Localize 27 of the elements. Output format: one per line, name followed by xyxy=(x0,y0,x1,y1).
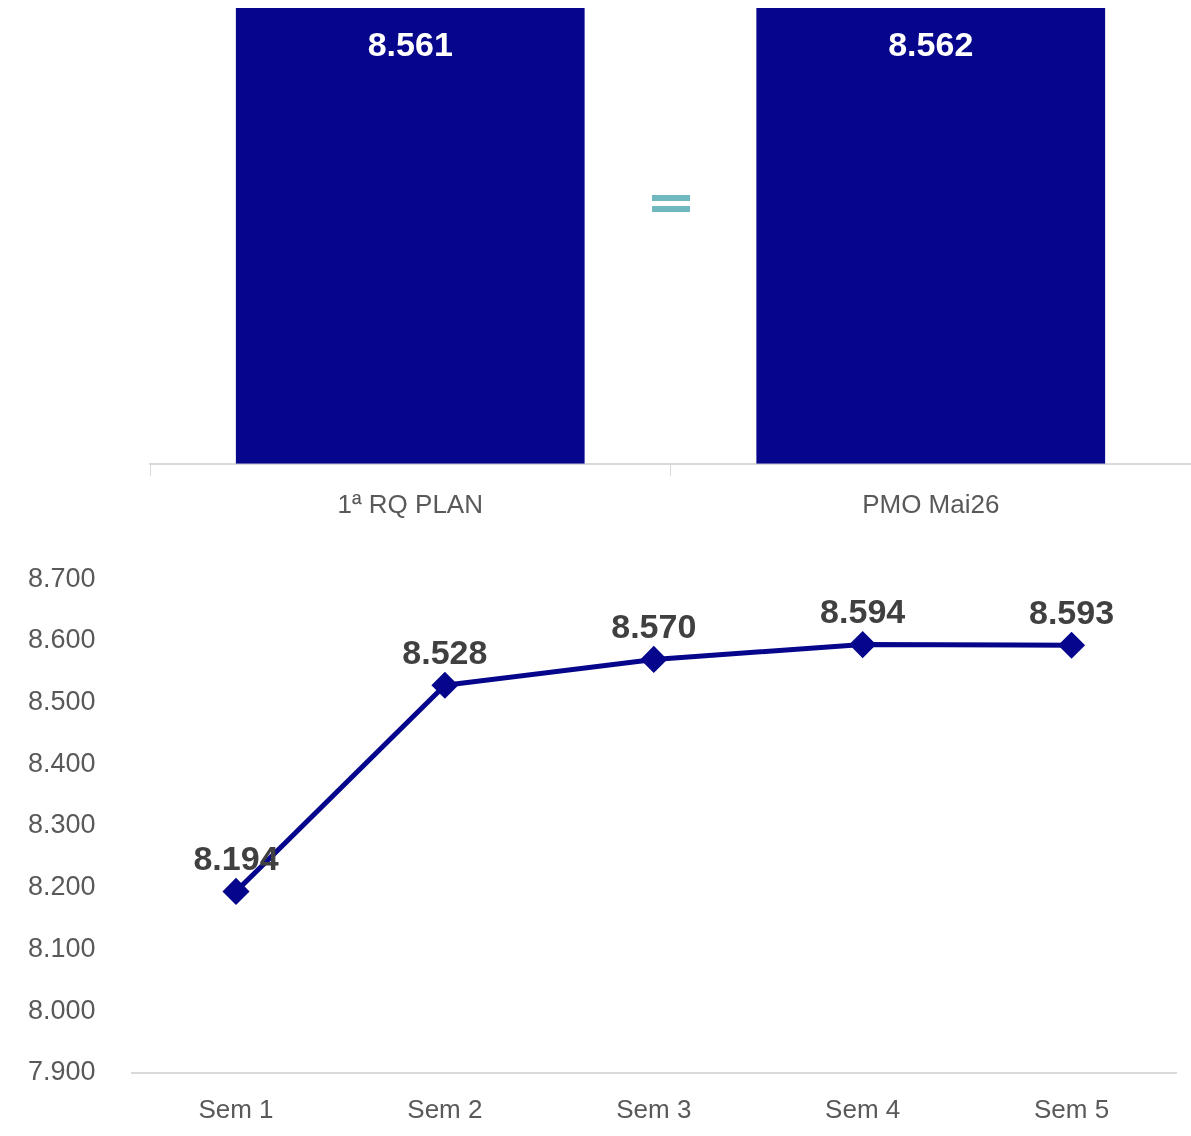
point xyxy=(432,672,458,698)
point xyxy=(641,646,667,672)
point xyxy=(1059,632,1085,658)
y-tick-label: 8.400 xyxy=(27,747,96,778)
y-tick-label: 8.300 xyxy=(27,809,96,840)
y-tick-label: 8.700 xyxy=(27,562,96,593)
x-tick-label: Sem 2 xyxy=(407,1093,483,1124)
y-tick-label: 8.200 xyxy=(27,871,96,902)
point xyxy=(223,878,249,904)
x-tick-label: PMO Mai26 xyxy=(862,488,1000,519)
data-label: 8.594 xyxy=(820,591,906,630)
y-tick-label: 8.600 xyxy=(27,624,96,655)
data-label: 8.561 xyxy=(367,25,453,64)
point xyxy=(850,632,876,658)
data-label: 8.593 xyxy=(1029,592,1115,631)
x-tick-label: Sem 1 xyxy=(198,1093,274,1124)
y-tick-label: 8.000 xyxy=(27,994,96,1025)
x-tick-label: Sem 3 xyxy=(616,1093,692,1124)
y-tick-label: 7.900 xyxy=(27,1056,96,1087)
data-label: 8.562 xyxy=(888,25,974,64)
y-tick-label: 8.100 xyxy=(27,932,96,963)
x-tick-label: Sem 5 xyxy=(1033,1093,1110,1124)
y-tick-label: 8.500 xyxy=(27,686,96,717)
x-tick-label: Sem 4 xyxy=(825,1093,901,1124)
data-label: 8.570 xyxy=(611,606,697,645)
x-tick-label: 1ª RQ PLAN xyxy=(337,488,483,519)
data-label: 8.528 xyxy=(402,632,488,671)
